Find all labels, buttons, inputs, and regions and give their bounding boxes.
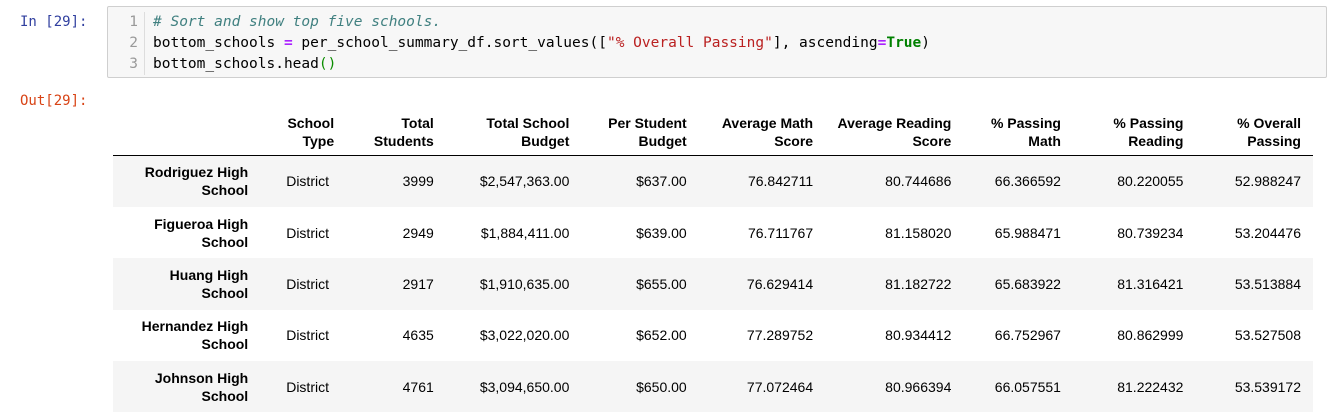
table-cell: 81.182722 xyxy=(885,275,952,292)
column-header: % Passing Math xyxy=(963,108,1073,156)
table-cell: $637.00 xyxy=(636,173,687,190)
table-cell: 81.316421 xyxy=(1117,275,1184,292)
table-row: Rodriguez High School District 3999 $2,547,3… xyxy=(113,155,1313,207)
header-row: School Type Total Students Total School Budge… xyxy=(113,108,1313,156)
gutter-divider xyxy=(144,12,145,33)
code-token-keyword: True xyxy=(886,35,922,51)
table-cell: 66.366592 xyxy=(994,173,1061,190)
table-cell: $3,094,650.00 xyxy=(479,378,570,395)
table-cell: 76.629414 xyxy=(746,275,814,292)
table-cell: 81.158020 xyxy=(885,224,952,241)
table-row: Figueroa High School District 2949 $1,884,41… xyxy=(113,207,1313,258)
dataframe-output: School Type Total Students Total School Budge… xyxy=(113,108,1313,412)
code-input-cell[interactable]: 1 # Sort and show top five schools. 2 bott… xyxy=(107,6,1327,78)
table-cell: $2,547,363.00 xyxy=(479,173,570,190)
column-header: Total School Budget xyxy=(445,108,582,156)
column-header: Average Math Score xyxy=(698,108,826,156)
column-header: % Overall Passing xyxy=(1195,108,1313,156)
table-cell: $655.00 xyxy=(636,275,687,292)
code-line-1[interactable]: 1 # Sort and show top five schools. xyxy=(108,12,441,33)
line-number: 2 xyxy=(129,35,138,51)
table-cell: 53.513884 xyxy=(1234,275,1301,292)
gutter-divider xyxy=(144,54,145,75)
table-row: Johnson High School District 4761 $3,094,650… xyxy=(113,361,1313,412)
column-header: % Passing Reading xyxy=(1072,108,1196,156)
table-cell: 65.988471 xyxy=(994,224,1061,241)
column-header: Total Students xyxy=(346,108,446,156)
table-cell: District xyxy=(286,378,329,395)
table-cell: 52.988247 xyxy=(1234,173,1301,190)
code-token-operator: = xyxy=(877,35,887,51)
code-token-paren: () xyxy=(318,56,337,72)
row-index-school-name: Johnson High School xyxy=(154,369,249,404)
code-token: bottom_schools.head xyxy=(153,56,319,72)
input-prompt: In [29]: xyxy=(20,14,88,30)
table-cell: 80.966394 xyxy=(885,378,952,395)
code-line-3[interactable]: 3 bottom_schools.head() xyxy=(108,54,336,75)
table-cell: 80.744686 xyxy=(885,173,952,190)
code-line-2[interactable]: 2 bottom_schools = per_school_summary_df.… xyxy=(108,33,930,54)
table-cell: District xyxy=(286,173,329,190)
table-cell: $3,022,020.00 xyxy=(479,327,570,344)
table-cell: 4635 xyxy=(402,327,434,344)
table-cell: 66.057551 xyxy=(994,378,1061,395)
line-number: 3 xyxy=(129,56,138,72)
table-row: Hernandez High School District 4635 $3,022,0… xyxy=(113,310,1313,361)
table-cell: 77.289752 xyxy=(746,327,814,344)
table-cell: 66.752967 xyxy=(994,327,1061,344)
table-cell: $1,910,635.00 xyxy=(479,275,570,292)
row-index-school-name: Figueroa High School xyxy=(154,215,249,250)
code-comment: # Sort and show top five schools. xyxy=(153,14,442,30)
table-cell: District xyxy=(286,327,329,344)
table-cell: $652.00 xyxy=(636,327,687,344)
table-cell: 4761 xyxy=(402,378,434,395)
table-cell: 76.842711 xyxy=(747,173,814,190)
dataframe-table: School Type Total Students Total School Budge… xyxy=(113,108,1313,412)
column-header: Average Reading Score xyxy=(825,108,964,156)
table-cell: $1,884,411.00 xyxy=(480,224,570,241)
column-header: School Type xyxy=(260,108,347,156)
table-cell: 80.739234 xyxy=(1117,224,1184,241)
code-token: bottom_schools xyxy=(153,35,284,51)
row-index-school-name: Huang High School xyxy=(169,266,249,301)
table-cell: 3999 xyxy=(402,173,434,190)
gutter-divider xyxy=(144,33,145,54)
table-cell: 53.539172 xyxy=(1234,378,1301,395)
table-cell: 80.220055 xyxy=(1117,173,1184,190)
table-cell: District xyxy=(286,224,329,241)
table-cell: $639.00 xyxy=(636,224,687,241)
table-cell: 77.072464 xyxy=(746,378,814,395)
code-token-string: "% Overall Passing" xyxy=(606,35,773,51)
table-cell: 53.204476 xyxy=(1234,224,1301,241)
line-number: 1 xyxy=(129,14,138,30)
table-cell: 65.683922 xyxy=(994,275,1061,292)
code-token-operator: = xyxy=(283,35,293,51)
table-cell: 76.711767 xyxy=(747,224,814,241)
table-cell: 2949 xyxy=(402,224,434,241)
table-cell: 81.222432 xyxy=(1117,378,1184,395)
table-cell: 53.527508 xyxy=(1234,327,1301,344)
table-cell: 80.934412 xyxy=(885,327,952,344)
table-cell: District xyxy=(286,275,329,292)
table-cell: $650.00 xyxy=(636,378,687,395)
output-prompt: Out[29]: xyxy=(20,93,88,109)
code-token: per_school_summary_df.sort_values([ xyxy=(292,35,607,51)
table-cell: 2917 xyxy=(402,275,434,292)
index-header xyxy=(113,108,261,156)
table-cell: 80.862999 xyxy=(1117,327,1184,344)
code-token: ) xyxy=(921,35,930,51)
table-row: Huang High School District 2917 $1,910,635.0… xyxy=(113,258,1313,310)
code-token: ], ascending xyxy=(772,35,878,51)
row-index-school-name: Hernandez High School xyxy=(141,318,249,353)
row-index-school-name: Rodriguez High School xyxy=(144,164,249,199)
column-header: Per Student Budget xyxy=(581,108,699,156)
